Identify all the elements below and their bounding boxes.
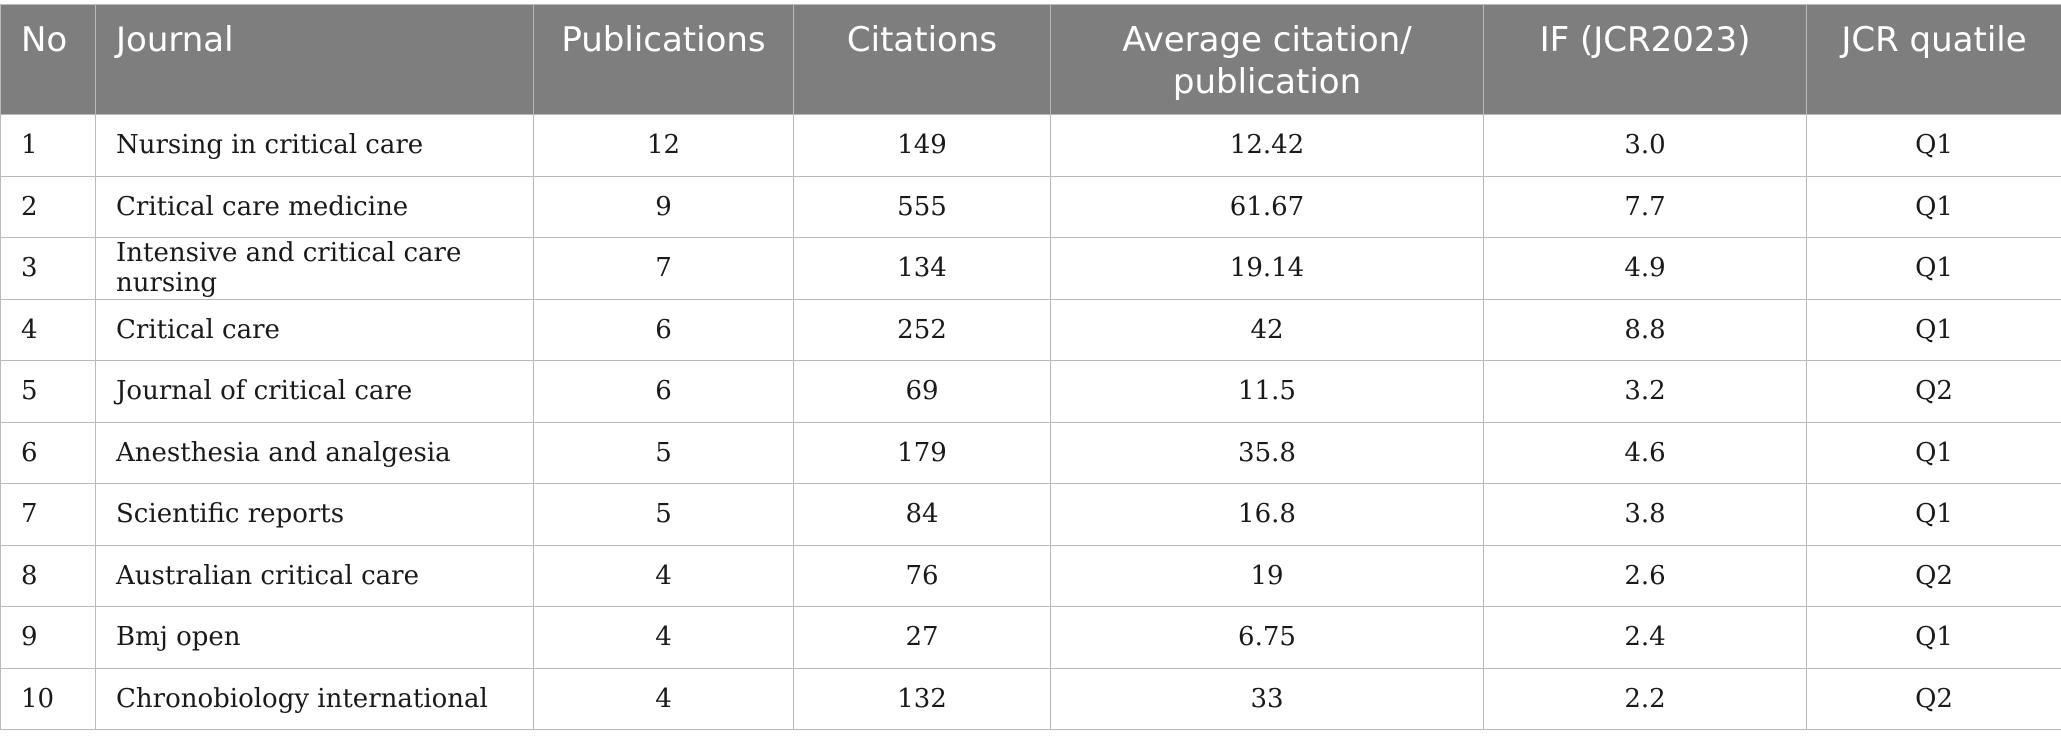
cell-average-citation: 11.5	[1050, 360, 1484, 423]
cell-journal: Scientific reports	[95, 483, 534, 546]
cell-average-citation: 12.42	[1050, 114, 1484, 177]
cell-impact-factor: 7.7	[1483, 175, 1807, 238]
cell-citations: 252	[793, 298, 1051, 361]
cell-citations: 132	[793, 667, 1051, 730]
cell-publications: 4	[533, 667, 794, 730]
cell-journal: Critical care medicine	[95, 175, 534, 238]
cell-jcr-quartile: Q2	[1806, 544, 2061, 607]
cell-publications: 5	[533, 483, 794, 546]
cell-impact-factor: 4.9	[1483, 237, 1807, 300]
table-row: 7 Scientific reports 5 84 16.8 3.8 Q1	[0, 483, 2061, 546]
cell-citations: 69	[793, 360, 1051, 423]
cell-citations: 149	[793, 114, 1051, 177]
header-impact-factor: IF (JCR2023)	[1483, 4, 1807, 115]
cell-citations: 27	[793, 606, 1051, 669]
header-citations: Citations	[793, 4, 1051, 115]
table-row: 8 Australian critical care 4 76 19 2.6 Q2	[0, 544, 2061, 607]
cell-journal: Nursing in critical care	[95, 114, 534, 177]
cell-publications: 6	[533, 298, 794, 361]
cell-jcr-quartile: Q2	[1806, 667, 2061, 730]
cell-impact-factor: 4.6	[1483, 421, 1807, 484]
table-row: 10 Chronobiology international 4 132 33 2.2 Q2	[0, 667, 2061, 730]
cell-no: 1	[0, 114, 96, 177]
cell-citations: 555	[793, 175, 1051, 238]
journals-table-container: No Journal Publications Citations Averag…	[0, 4, 2061, 730]
cell-impact-factor: 3.2	[1483, 360, 1807, 423]
cell-journal: Chronobiology international	[95, 667, 534, 730]
cell-citations: 84	[793, 483, 1051, 546]
cell-jcr-quartile: Q1	[1806, 237, 2061, 300]
cell-journal: Australian critical care	[95, 544, 534, 607]
cell-average-citation: 19	[1050, 544, 1484, 607]
cell-average-citation: 61.67	[1050, 175, 1484, 238]
cell-impact-factor: 3.0	[1483, 114, 1807, 177]
cell-citations: 134	[793, 237, 1051, 300]
table-row: 2 Critical care medicine 9 555 61.67 7.7 Q1	[0, 175, 2061, 238]
cell-journal: Intensive and critical care nursing	[95, 237, 534, 300]
cell-citations: 76	[793, 544, 1051, 607]
cell-journal: Journal of critical care	[95, 360, 534, 423]
table-body: 1 Nursing in critical care 12 149 12.42 3.0 Q1…	[0, 114, 2061, 730]
cell-jcr-quartile: Q1	[1806, 114, 2061, 177]
cell-impact-factor: 2.4	[1483, 606, 1807, 669]
cell-no: 8	[0, 544, 96, 607]
cell-jcr-quartile: Q1	[1806, 606, 2061, 669]
table-row: 1 Nursing in critical care 12 149 12.42 3.0 Q1	[0, 114, 2061, 177]
cell-jcr-quartile: Q2	[1806, 360, 2061, 423]
cell-impact-factor: 8.8	[1483, 298, 1807, 361]
header-average-citation: Average citation/ publication	[1050, 4, 1484, 115]
cell-jcr-quartile: Q1	[1806, 175, 2061, 238]
table-header: No Journal Publications Citations Averag…	[0, 4, 2061, 115]
table-row: 9 Bmj open 4 27 6.75 2.4 Q1	[0, 606, 2061, 669]
header-journal: Journal	[95, 4, 534, 115]
header-no: No	[0, 4, 96, 115]
table-row: 5 Journal of critical care 6 69 11.5 3.2 Q2	[0, 360, 2061, 423]
cell-impact-factor: 2.6	[1483, 544, 1807, 607]
cell-no: 2	[0, 175, 96, 238]
cell-average-citation: 35.8	[1050, 421, 1484, 484]
cell-jcr-quartile: Q1	[1806, 421, 2061, 484]
cell-impact-factor: 2.2	[1483, 667, 1807, 730]
cell-no: 4	[0, 298, 96, 361]
cell-publications: 7	[533, 237, 794, 300]
cell-jcr-quartile: Q1	[1806, 483, 2061, 546]
table-row: 4 Critical care 6 252 42 8.8 Q1	[0, 298, 2061, 361]
cell-publications: 12	[533, 114, 794, 177]
cell-no: 10	[0, 667, 96, 730]
header-publications: Publications	[533, 4, 794, 115]
cell-jcr-quartile: Q1	[1806, 298, 2061, 361]
cell-journal: Anesthesia and analgesia	[95, 421, 534, 484]
header-jcr-quartile: JCR quatile	[1806, 4, 2061, 115]
cell-journal: Critical care	[95, 298, 534, 361]
table-row: 3 Intensive and critical care nursing 7 134…	[0, 237, 2061, 300]
cell-journal: Bmj open	[95, 606, 534, 669]
cell-no: 7	[0, 483, 96, 546]
cell-publications: 9	[533, 175, 794, 238]
table-row: 6 Anesthesia and analgesia 5 179 35.8 4.6 Q1	[0, 421, 2061, 484]
cell-average-citation: 33	[1050, 667, 1484, 730]
cell-publications: 4	[533, 544, 794, 607]
cell-no: 6	[0, 421, 96, 484]
cell-no: 5	[0, 360, 96, 423]
journals-table: No Journal Publications Citations Averag…	[0, 4, 2061, 730]
cell-average-citation: 16.8	[1050, 483, 1484, 546]
cell-no: 3	[0, 237, 96, 300]
cell-publications: 6	[533, 360, 794, 423]
cell-publications: 5	[533, 421, 794, 484]
cell-impact-factor: 3.8	[1483, 483, 1807, 546]
cell-average-citation: 6.75	[1050, 606, 1484, 669]
cell-citations: 179	[793, 421, 1051, 484]
cell-no: 9	[0, 606, 96, 669]
header-row: No Journal Publications Citations Averag…	[0, 4, 2061, 115]
cell-average-citation: 19.14	[1050, 237, 1484, 300]
cell-average-citation: 42	[1050, 298, 1484, 361]
cell-publications: 4	[533, 606, 794, 669]
